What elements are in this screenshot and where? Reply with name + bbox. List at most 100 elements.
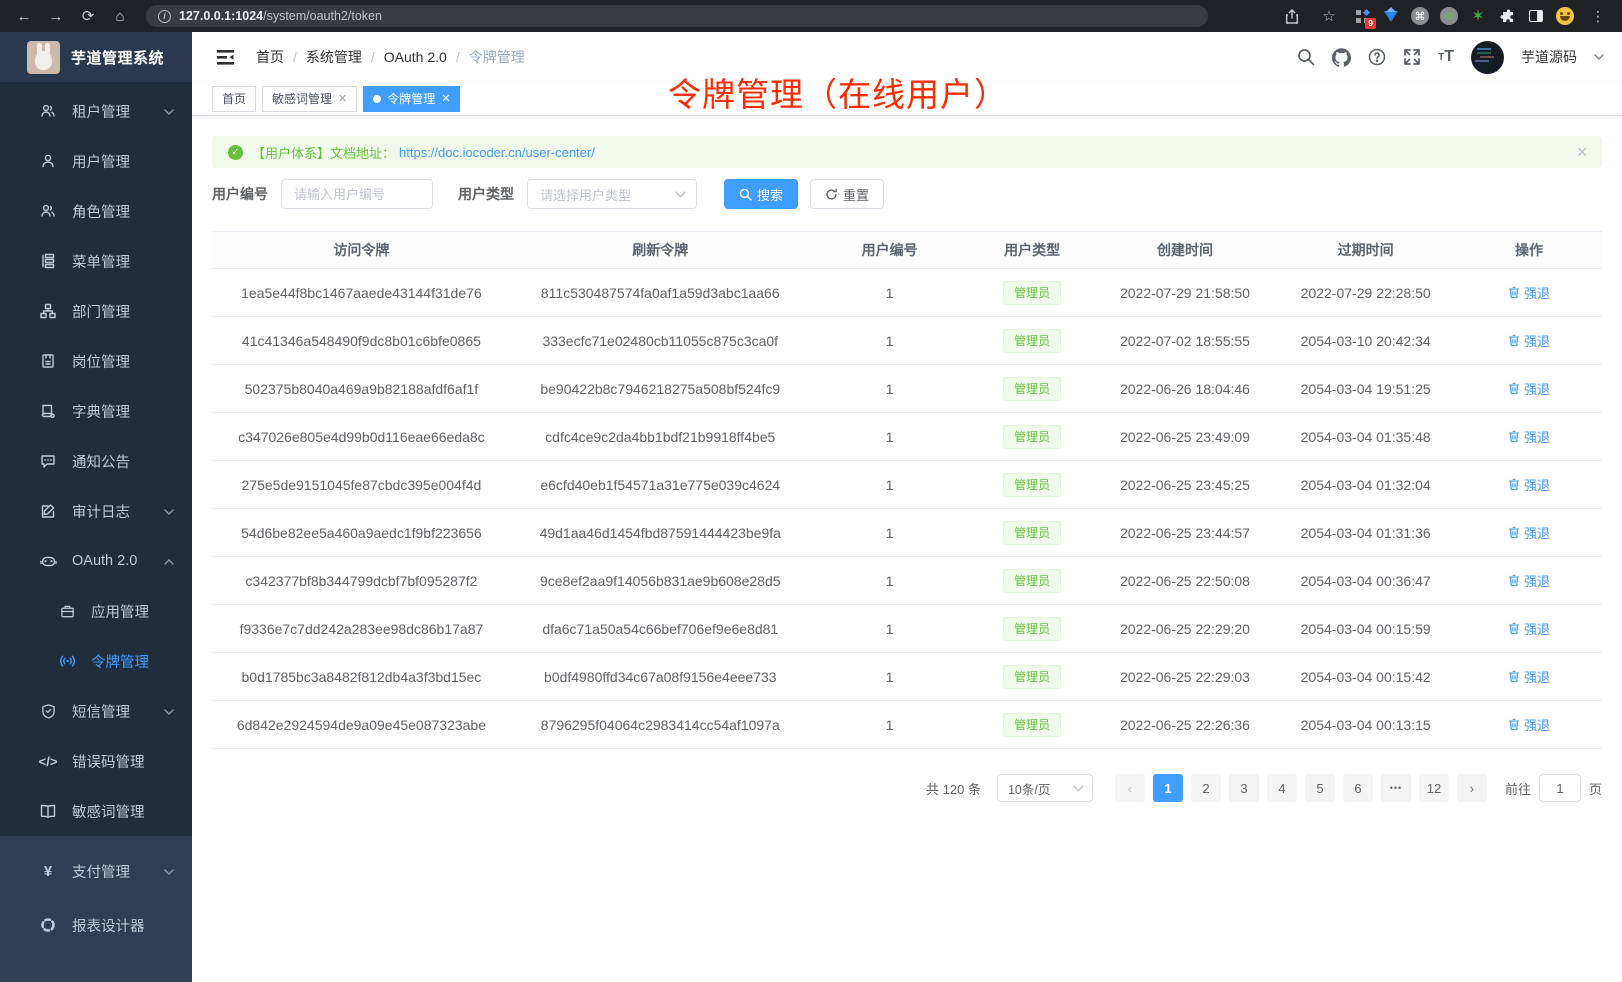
sidebar-item-notice[interactable]: 通知公告 bbox=[0, 436, 192, 486]
bookmark-star-icon[interactable]: ☆ bbox=[1322, 8, 1336, 25]
breadcrumb-oauth[interactable]: OAuth 2.0 bbox=[383, 49, 447, 65]
browser-back-icon[interactable]: ← bbox=[16, 7, 32, 25]
sidebar-item-oauth-app[interactable]: 应用管理 bbox=[0, 586, 192, 636]
page-button[interactable]: 5 bbox=[1304, 774, 1335, 802]
side-panel-icon[interactable] bbox=[1526, 6, 1546, 26]
tab-home[interactable]: 首页 bbox=[212, 85, 257, 112]
code-icon: </> bbox=[38, 753, 58, 769]
address-bar[interactable]: i 127.0.0.1:1024/system/oauth2/token bbox=[146, 5, 1208, 27]
user-type-badge: 管理员 bbox=[1003, 376, 1062, 401]
search-button[interactable]: 搜索 bbox=[724, 179, 799, 209]
tab-sensitive[interactable]: 敏感词管理 ✕ bbox=[262, 85, 358, 112]
reset-button[interactable]: 重置 bbox=[810, 179, 885, 209]
trash-icon bbox=[1509, 574, 1519, 587]
collapse-sidebar-icon[interactable] bbox=[217, 49, 234, 65]
site-info-icon[interactable]: i bbox=[158, 9, 171, 23]
created-cell: 2022-07-02 18:55:55 bbox=[1094, 316, 1276, 365]
table-row: b0d1785bc3a8482f812db4a3f3bd15ec b0df498… bbox=[212, 652, 1602, 701]
force-logout-button[interactable]: 强退 bbox=[1508, 619, 1550, 638]
sidebar-item-pay[interactable]: ¥ 支付管理 bbox=[0, 844, 192, 898]
sidebar-item-errcode[interactable]: </> 错误码管理 bbox=[38, 753, 145, 771]
user-icon bbox=[39, 153, 57, 169]
force-logout-button[interactable]: 强退 bbox=[1508, 523, 1550, 542]
page-size-select[interactable]: 10条/页 bbox=[996, 774, 1093, 802]
sidebar-item-menu[interactable]: 菜单管理 bbox=[0, 236, 192, 286]
user-id-cell: 1 bbox=[809, 604, 970, 653]
extension-record-icon[interactable] bbox=[1439, 6, 1459, 26]
page-button[interactable]: 1 bbox=[1152, 774, 1183, 802]
share-icon[interactable] bbox=[1278, 3, 1306, 29]
force-logout-button[interactable]: 强退 bbox=[1508, 571, 1550, 590]
user-avatar[interactable] bbox=[1471, 40, 1504, 74]
caret-down-icon[interactable] bbox=[1594, 54, 1604, 60]
created-cell: 2022-06-25 22:29:03 bbox=[1094, 652, 1276, 701]
close-icon[interactable]: ✕ bbox=[441, 93, 451, 105]
force-logout-button[interactable]: 强退 bbox=[1508, 283, 1550, 302]
force-logout-button[interactable]: 强退 bbox=[1508, 715, 1550, 734]
user-type-select[interactable]: 请选择用户类型 bbox=[527, 179, 697, 209]
access-token-cell: c342377bf8b344799dcbf7bf095287f2 bbox=[212, 556, 511, 605]
github-icon[interactable] bbox=[1332, 47, 1352, 67]
sidebar-item-sms[interactable]: 短信管理 bbox=[0, 686, 192, 736]
sidebar-item-dept[interactable]: 部门管理 bbox=[0, 286, 192, 336]
profile-avatar-icon[interactable] bbox=[1555, 6, 1575, 26]
breadcrumb-home[interactable]: 首页 bbox=[256, 49, 284, 65]
browser-reload-icon[interactable]: ⟳ bbox=[81, 8, 95, 25]
extension-star-icon[interactable]: ✶ bbox=[1471, 8, 1485, 25]
col-user-type: 用户类型 bbox=[969, 231, 1095, 269]
force-logout-button[interactable]: 强退 bbox=[1508, 667, 1550, 686]
active-dot-icon bbox=[373, 94, 382, 103]
goto-page-input[interactable] bbox=[1538, 774, 1581, 802]
extension-gem-icon[interactable] bbox=[1381, 6, 1401, 26]
sidebar-item-oauth[interactable]: OAuth 2.0 bbox=[0, 536, 192, 586]
sidebar-item-dict[interactable]: 字典管理 bbox=[0, 386, 192, 436]
page-button[interactable]: 4 bbox=[1266, 774, 1297, 802]
username[interactable]: 芋道源码 bbox=[1521, 49, 1577, 65]
users-icon bbox=[39, 203, 57, 219]
sidebar-item-oauth-token[interactable]: 令牌管理 bbox=[0, 636, 192, 686]
sidebar-item-report[interactable]: 报表设计器 bbox=[0, 898, 192, 952]
sidebar-item-role[interactable]: 角色管理 bbox=[0, 186, 192, 236]
extension-pixel-icon[interactable]: 9 bbox=[1352, 6, 1376, 29]
browser-home-icon[interactable]: ⌂ bbox=[115, 7, 125, 25]
force-logout-button[interactable]: 强退 bbox=[1508, 475, 1550, 494]
refresh-token-cell: 8796295f04064c2983414cc54af1097a bbox=[510, 700, 810, 749]
extensions-puzzle-icon[interactable] bbox=[1497, 6, 1517, 26]
browser-menu-icon[interactable]: ⋮ bbox=[1591, 7, 1605, 24]
sidebar-item-tenant[interactable]: 租户管理 bbox=[0, 86, 192, 136]
tags-view-bar: 首页 敏感词管理 ✕ 令牌管理 ✕ bbox=[192, 82, 1622, 116]
next-page-button[interactable]: › bbox=[1456, 774, 1487, 802]
force-logout-button[interactable]: 强退 bbox=[1508, 379, 1550, 398]
browser-forward-icon[interactable]: → bbox=[48, 7, 64, 25]
alert-close-icon[interactable]: ✕ bbox=[1576, 143, 1588, 160]
user-id-input[interactable] bbox=[281, 179, 433, 209]
help-icon[interactable] bbox=[1368, 48, 1386, 66]
sidebar-item-post[interactable]: 岗位管理 bbox=[0, 336, 192, 386]
breadcrumb-system[interactable]: 系统管理 bbox=[305, 49, 362, 65]
extension-command-icon[interactable]: ⌘ bbox=[1410, 6, 1430, 26]
close-icon[interactable]: ✕ bbox=[338, 93, 348, 105]
prev-page-button[interactable]: ‹ bbox=[1114, 774, 1145, 802]
search-icon[interactable] bbox=[1297, 48, 1315, 66]
page-button[interactable]: 6 bbox=[1342, 774, 1373, 802]
tab-token[interactable]: 令牌管理 ✕ bbox=[363, 85, 461, 112]
col-created: 创建时间 bbox=[1094, 231, 1276, 269]
chevron-down-icon bbox=[1073, 784, 1084, 792]
force-logout-button[interactable]: 强退 bbox=[1508, 427, 1550, 446]
app-logo[interactable]: 芋道管理系统 bbox=[0, 32, 192, 82]
doc-link[interactable]: https://doc.iocoder.cn/user-center/ bbox=[399, 144, 595, 160]
sidebar-item-sensitive[interactable]: 敏感词管理 bbox=[0, 786, 192, 836]
sidebar-item-audit[interactable]: 审计日志 bbox=[0, 486, 192, 536]
table-row: 6d842e2924594de9a09e45e087323abe 8796295… bbox=[212, 700, 1602, 749]
page-button[interactable]: 12 bbox=[1418, 774, 1449, 802]
table-row: c342377bf8b344799dcbf7bf095287f2 9ce8ef2… bbox=[212, 556, 1602, 605]
page-button[interactable]: 3 bbox=[1228, 774, 1259, 802]
more-pages-button[interactable]: ••• bbox=[1380, 774, 1411, 802]
browser-toolbar: ← → ⟳ ⌂ i 127.0.0.1:1024/system/oauth2/t… bbox=[0, 0, 1622, 32]
user-id-cell: 1 bbox=[809, 700, 970, 749]
fullscreen-icon[interactable] bbox=[1403, 48, 1421, 66]
page-button[interactable]: 2 bbox=[1190, 774, 1221, 802]
force-logout-button[interactable]: 强退 bbox=[1508, 331, 1550, 350]
sidebar-item-user[interactable]: 用户管理 bbox=[0, 136, 192, 186]
